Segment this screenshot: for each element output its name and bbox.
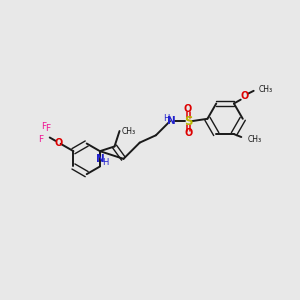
Text: CH₃: CH₃	[122, 127, 136, 136]
Text: H: H	[163, 114, 170, 123]
Text: H: H	[102, 158, 108, 167]
Text: O: O	[55, 138, 63, 148]
Text: CH₃: CH₃	[248, 135, 262, 144]
Text: F: F	[45, 124, 50, 133]
Text: O: O	[185, 128, 193, 138]
Text: S: S	[184, 115, 193, 128]
Text: F: F	[41, 122, 47, 130]
Text: O: O	[184, 104, 192, 114]
Text: N: N	[97, 154, 105, 164]
Text: CH₃: CH₃	[259, 85, 273, 94]
Text: O: O	[240, 91, 248, 101]
Text: F: F	[38, 135, 43, 144]
Text: N: N	[167, 116, 176, 126]
